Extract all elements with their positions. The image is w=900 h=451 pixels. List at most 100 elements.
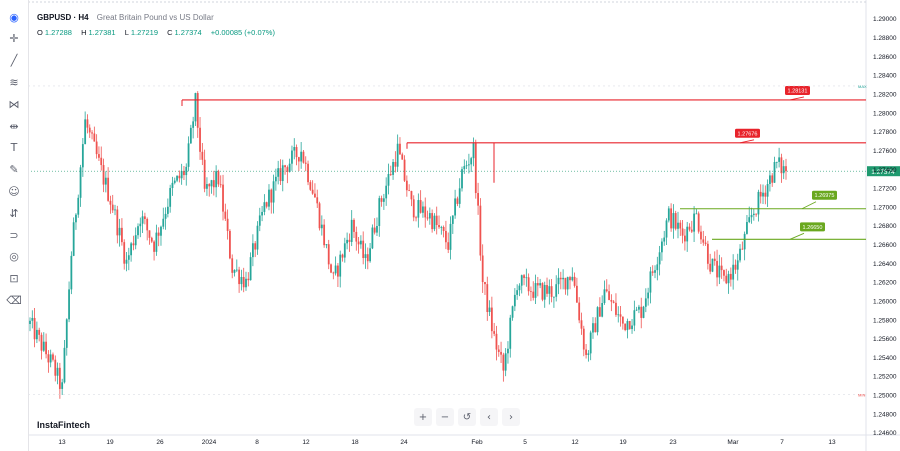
- candle-body: [150, 237, 153, 242]
- candle-body: [739, 248, 741, 261]
- candle-body: [566, 277, 569, 290]
- candle-body: [601, 303, 604, 317]
- forecast-icon[interactable]: ⇵: [9, 206, 19, 220]
- crosshair-icon[interactable]: ✛: [9, 32, 19, 46]
- candle-body: [605, 289, 608, 292]
- candle-body: [773, 162, 776, 183]
- candle-body: [387, 174, 390, 186]
- candle-body: [127, 255, 130, 260]
- reset-chart-button[interactable]: ↺: [458, 408, 476, 426]
- candle-body: [431, 213, 434, 230]
- scroll-left-button[interactable]: ‹: [480, 408, 498, 426]
- y-tick-label: 1.26600: [873, 242, 897, 249]
- candle-body: [217, 171, 220, 185]
- close-value: 1.27374: [174, 28, 202, 37]
- candle-body: [670, 208, 673, 229]
- candle-body: [219, 184, 222, 186]
- candle-body: [615, 302, 617, 315]
- candle-body: [203, 159, 206, 189]
- fib-icon[interactable]: ≋: [9, 75, 19, 89]
- y-tick-label: 1.28600: [873, 54, 897, 61]
- candle-body: [385, 185, 388, 199]
- candle-body: [121, 227, 123, 243]
- candle-body: [428, 213, 431, 219]
- candle-body: [33, 317, 36, 340]
- candle-body: [778, 157, 781, 162]
- candle-body: [672, 213, 675, 229]
- candle-body: [465, 165, 468, 167]
- candle-body: [582, 328, 585, 350]
- x-axis[interactable]: 13 19 26 2024 8 12 18 24 Feb 5 12 19 23 Mar 7 13: [58, 439, 836, 446]
- candle-body: [54, 359, 57, 376]
- candle-body: [422, 206, 424, 213]
- candle-body: [130, 243, 133, 256]
- candle-body: [199, 127, 201, 152]
- candle-body: [350, 219, 353, 242]
- candle-body: [107, 177, 110, 201]
- trend-line-icon[interactable]: ╱: [10, 54, 18, 68]
- symbol-label[interactable]: GBPUSD · H4: [37, 13, 89, 22]
- eye-icon[interactable]: ◎: [9, 250, 19, 264]
- candle-body: [624, 323, 627, 331]
- candle-body: [355, 231, 358, 242]
- candle-body: [348, 239, 351, 242]
- candle-body: [573, 276, 576, 286]
- candle-body: [785, 166, 787, 172]
- x-tick-label: 24: [400, 439, 408, 446]
- candle-body: [79, 167, 82, 198]
- candle-body: [229, 230, 231, 259]
- candle-body: [635, 309, 638, 311]
- logo-icon[interactable]: ◉: [9, 10, 19, 24]
- candle-body: [272, 181, 275, 203]
- candle-body: [748, 217, 751, 223]
- brush-icon[interactable]: ✎: [9, 163, 19, 177]
- candle-body: [750, 215, 753, 218]
- candle-body: [686, 226, 689, 242]
- lock-icon[interactable]: ⊡: [9, 272, 19, 286]
- candle-body: [729, 273, 732, 280]
- measure-icon[interactable]: ⇹: [9, 119, 19, 133]
- candle-body: [116, 209, 119, 236]
- candle-body: [587, 353, 590, 355]
- candle-body: [449, 223, 452, 250]
- candle-body: [649, 271, 652, 293]
- y-tick-label: 1.28200: [873, 91, 897, 98]
- candle-body: [569, 277, 571, 281]
- candle-body: [530, 291, 532, 293]
- candle-body: [447, 242, 450, 250]
- text-icon[interactable]: T: [10, 141, 18, 155]
- candle-body: [196, 93, 199, 128]
- candle-body: [263, 202, 266, 212]
- emoji-icon[interactable]: ☺: [8, 184, 20, 198]
- candle-body: [132, 243, 135, 246]
- candle-body: [578, 302, 581, 321]
- candle-body: [378, 198, 381, 226]
- trash-icon[interactable]: ⌫: [6, 293, 22, 307]
- pattern-icon[interactable]: ⋈: [8, 97, 20, 111]
- y-axis[interactable]: 1.29000 1.28800 1.28600 1.28400 1.28200 1.280…: [873, 16, 897, 437]
- x-tick-label: Mar: [727, 439, 739, 446]
- magnet-icon[interactable]: ⊃: [9, 228, 19, 242]
- candle-body: [323, 224, 326, 246]
- candle-body: [327, 244, 330, 265]
- zoom-in-button[interactable]: +: [414, 408, 432, 426]
- candle-body: [222, 184, 224, 212]
- candle-body: [665, 220, 668, 238]
- scroll-right-button[interactable]: ›: [502, 408, 520, 426]
- candle-body: [330, 264, 332, 273]
- level-label: 1.26650: [803, 225, 823, 231]
- candle-body: [702, 239, 705, 243]
- candle-body: [647, 292, 650, 299]
- candle-body: [651, 271, 654, 273]
- zoom-out-button[interactable]: −: [436, 408, 454, 426]
- candle-body: [743, 233, 746, 250]
- candle-body: [461, 169, 463, 189]
- candle-body: [718, 265, 721, 278]
- y-tick-label: 1.26800: [873, 223, 897, 230]
- candle-body: [534, 283, 537, 298]
- candle-body: [546, 285, 548, 294]
- candle-body: [516, 290, 519, 295]
- candle-body: [638, 306, 640, 310]
- candle-body: [626, 321, 629, 331]
